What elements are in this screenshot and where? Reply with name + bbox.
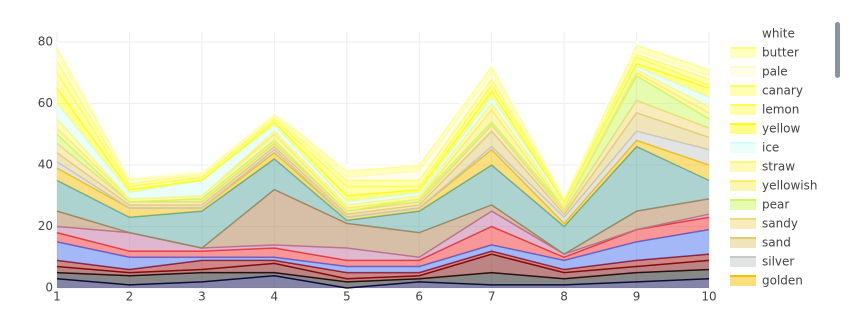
area-fill	[57, 254, 709, 282]
x-tick-label: 9	[633, 290, 641, 304]
legend-swatch	[730, 48, 756, 58]
legend-swatch	[730, 29, 756, 39]
legend-swatch	[730, 105, 756, 115]
legend-swatch	[730, 124, 756, 134]
area-fill	[57, 42, 709, 196]
legend-label[interactable]: silver	[762, 255, 794, 269]
legend-swatch	[730, 67, 756, 77]
x-tick-label: 7	[488, 290, 496, 304]
y-tick-label: 80	[38, 35, 53, 49]
x-tick-label: 1	[53, 290, 61, 304]
legend-swatch	[730, 257, 756, 267]
legend-swatch	[730, 86, 756, 96]
area-fill	[57, 269, 709, 288]
legend-label[interactable]: straw	[762, 160, 795, 174]
area-line	[56, 41, 710, 198]
legend-scrollbar[interactable]	[835, 22, 840, 78]
legend-swatch	[730, 162, 756, 172]
area-fill	[57, 140, 709, 227]
y-tick-label: 0	[45, 281, 53, 295]
legend-label[interactable]: sand	[762, 236, 791, 250]
x-tick-label: 4	[271, 290, 279, 304]
legend-swatch	[730, 276, 756, 286]
legend-label[interactable]: lemon	[762, 103, 799, 117]
legend-swatch	[730, 200, 756, 210]
x-tick-label: 10	[701, 290, 716, 304]
y-tick-label: 60	[38, 96, 53, 110]
area-fill	[57, 66, 709, 205]
x-tick-label: 5	[343, 290, 351, 304]
legend-label[interactable]: canary	[762, 84, 803, 98]
legend-label[interactable]: ice	[762, 141, 779, 155]
legend-swatch	[730, 143, 756, 153]
x-tick-label: 3	[198, 290, 206, 304]
area-fill	[57, 211, 709, 261]
area-fill	[57, 75, 709, 212]
area-fill	[57, 146, 709, 255]
legend-swatch	[730, 238, 756, 248]
legend-label[interactable]: yellow	[762, 122, 800, 136]
x-tick-label: 8	[560, 290, 568, 304]
area-fill	[57, 57, 709, 202]
area-fill	[57, 189, 709, 258]
area-line	[56, 188, 710, 256]
legend-label[interactable]: pear	[762, 198, 789, 212]
x-tick-label: 6	[415, 290, 423, 304]
area-fill	[57, 229, 709, 273]
area-fill	[57, 54, 709, 199]
legend-label[interactable]: yellowish	[762, 179, 818, 193]
y-tick-label: 40	[38, 158, 53, 172]
y-tick-label: 20	[38, 219, 53, 233]
area-fill	[57, 100, 709, 215]
legend-label[interactable]: white	[762, 27, 795, 41]
legend-label[interactable]: pale	[762, 65, 788, 79]
legend-label[interactable]: butter	[762, 46, 799, 60]
area-fill	[57, 217, 709, 267]
legend-label[interactable]: golden	[762, 274, 803, 288]
legend-swatch	[730, 219, 756, 229]
legend-swatch	[730, 181, 756, 191]
legend-label[interactable]: sandy	[762, 217, 798, 231]
x-tick-label: 2	[126, 290, 134, 304]
